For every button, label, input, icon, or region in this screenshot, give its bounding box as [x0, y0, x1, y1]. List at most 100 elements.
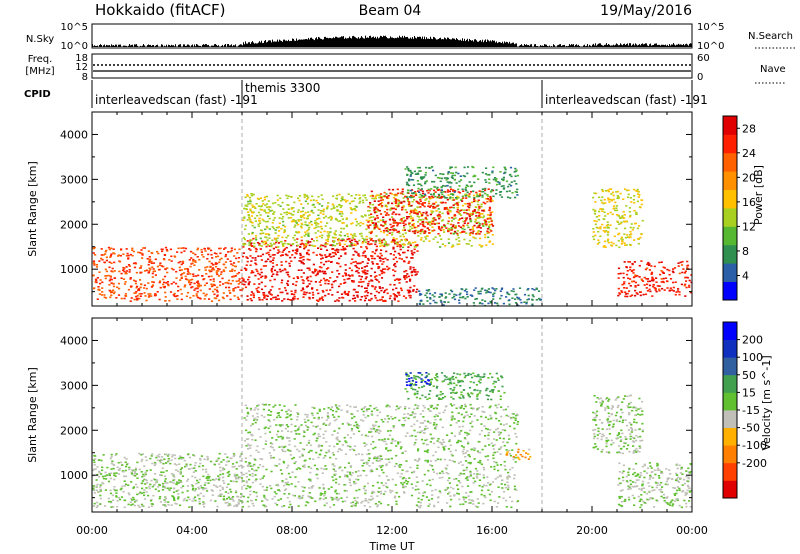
power-ytick-label: 4000 — [60, 128, 88, 141]
velocity-colorbar-swatch — [723, 339, 737, 358]
nave-tick-0: 0 — [697, 72, 703, 83]
velocity-feature-0 — [92, 452, 244, 509]
power-colorbar-swatch — [723, 226, 737, 246]
power-colorbar-swatch — [723, 152, 737, 172]
velocity-colorbar-swatch — [723, 357, 737, 376]
station-title: Hokkaido (fitACF) — [95, 1, 226, 19]
velocity-ytick-label: 1000 — [60, 469, 88, 482]
power-feature-5 — [418, 287, 543, 306]
nave-label: Nave — [760, 64, 786, 75]
velocity-colorbar-swatch — [723, 445, 737, 464]
cpid-segment-2: interleavedscan (fast) -191 — [545, 93, 708, 107]
velocity-colorbar-tick: -100 — [742, 439, 767, 452]
power-colorbar-tick: 12 — [742, 220, 756, 233]
power-scatter — [92, 165, 692, 306]
power-feature-4 — [404, 165, 520, 199]
power-ytick-label: 3000 — [60, 173, 88, 186]
nsearch-tick-top: 10^5 — [697, 22, 724, 33]
power-feature-7 — [592, 188, 644, 249]
velocity-ytick-label: 2000 — [60, 424, 88, 437]
velocity-colorbar-tick: -50 — [742, 422, 760, 435]
velocity-colorbar-swatch — [723, 480, 737, 499]
x-tick-label: 08:00 — [276, 524, 308, 537]
nave-tick-60: 60 — [697, 53, 710, 64]
velocity-ytick-label: 4000 — [60, 334, 88, 347]
velocity-colorbar-swatch — [723, 392, 737, 411]
velocity-ytick-label: 3000 — [60, 379, 88, 392]
freq-label: Freq. — [28, 54, 53, 65]
velocity-colorbar-tick: 100 — [742, 351, 763, 364]
power-colorbar-tick: 16 — [742, 196, 756, 209]
x-tick-label: 16:00 — [476, 524, 508, 537]
freq-unit: [MHz] — [25, 66, 54, 77]
velocity-colorbar-swatch — [723, 374, 737, 393]
velocity-colorbar-tick: 50 — [742, 369, 756, 382]
power-colorbar-tick: 24 — [742, 147, 756, 160]
power-colorbar-tick: 4 — [742, 269, 749, 282]
power-colorbar-swatch — [723, 281, 737, 301]
power-colorbar-tick: 20 — [742, 171, 756, 184]
power-colorbar-tick: 28 — [742, 122, 756, 135]
power-feature-3 — [367, 188, 495, 235]
x-tick-label: 12:00 — [376, 524, 408, 537]
power-ytick-label: 1000 — [60, 263, 88, 276]
power-colorbar-swatch — [723, 189, 737, 209]
power-colorbar-swatch — [723, 244, 737, 264]
velocity-colorbar: 200 100 50 15 -15 -50 -100 -200 — [722, 321, 767, 499]
nsky-histogram — [92, 35, 692, 47]
velocity-colorbar-label: Velocity [m s^-1] — [760, 355, 773, 450]
velocity-colorbar-tick: 200 — [742, 334, 763, 347]
velocity-feature-5 — [617, 462, 692, 509]
velocity-feature-6 — [592, 394, 644, 455]
x-tick-label: 00:00 — [676, 524, 708, 537]
power-colorbar-tick: 8 — [742, 245, 749, 258]
cpid-segment-0: interleavedscan (fast) -191 — [95, 93, 258, 107]
velocity-panel: 1000 2000 3000 4000 Slant Range [km] 200 100… — [26, 317, 773, 513]
velocity-feature-1 — [242, 403, 520, 509]
beam-title: Beam 04 — [359, 3, 422, 19]
velocity-colorbar-tick: -200 — [742, 457, 767, 470]
power-feature-6 — [617, 260, 692, 298]
cpid-label: CPID — [24, 89, 51, 100]
velocity-colorbar-swatch — [723, 462, 737, 481]
velocity-colorbar-swatch — [723, 410, 737, 428]
power-ytick-label: 2000 — [60, 218, 88, 231]
velocity-colorbar-swatch — [723, 322, 737, 340]
power-colorbar-swatch — [723, 116, 737, 135]
velocity-feature-3 — [405, 372, 431, 387]
nsky-panel: N.Sky 10^5 10^0 10^5 10^0 N.Search — [26, 22, 795, 52]
power-feature-0 — [92, 246, 245, 302]
freq-tick-12: 12 — [75, 62, 88, 73]
freq-tick-18: 18 — [75, 53, 88, 64]
power-colorbar-swatch — [723, 263, 737, 282]
velocity-colorbar-swatch — [723, 427, 737, 446]
nsky-tick-top: 10^5 — [61, 22, 88, 33]
freq-tick-8: 8 — [82, 72, 88, 83]
nsky-label: N.Sky — [26, 34, 54, 45]
power-colorbar-swatch — [723, 171, 737, 190]
power-ylabel: Slant Range [km] — [26, 161, 39, 257]
power-colorbar-label: Power [dB] — [752, 165, 765, 225]
x-tick-label: 20:00 — [576, 524, 608, 537]
velocity-colorbar-tick: -15 — [742, 404, 760, 417]
cpid-segment-1: themis 3300 — [245, 81, 320, 95]
nsky-tick-bottom: 10^0 — [61, 41, 88, 52]
x-axis-label: Time UT — [368, 540, 414, 553]
velocity-scatter — [92, 372, 692, 509]
x-tick-label: 04:00 — [176, 524, 208, 537]
nsearch-tick-bottom: 10^0 — [697, 41, 724, 52]
x-tick-label: 00:00 — [76, 524, 108, 537]
freq-panel: Freq. [MHz] 18 12 8 60 0 Nave — [25, 53, 786, 84]
nsearch-label: N.Search — [748, 31, 793, 42]
velocity-feature-4 — [505, 448, 532, 461]
time-axis: 00:00 04:00 08:00 12:00 16:00 20:00 00:00 — [76, 112, 708, 537]
power-panel: 1000 2000 3000 4000 Slant Range [km] 4 8 12 16… — [26, 111, 765, 307]
velocity-feature-2 — [404, 372, 506, 401]
power-colorbar-swatch — [723, 208, 737, 227]
date-title: 19/May/2016 — [600, 3, 692, 19]
velocity-ylabel: Slant Range [km] — [26, 367, 39, 463]
power-colorbar-swatch — [723, 134, 737, 154]
velocity-colorbar-tick: 15 — [742, 386, 756, 399]
